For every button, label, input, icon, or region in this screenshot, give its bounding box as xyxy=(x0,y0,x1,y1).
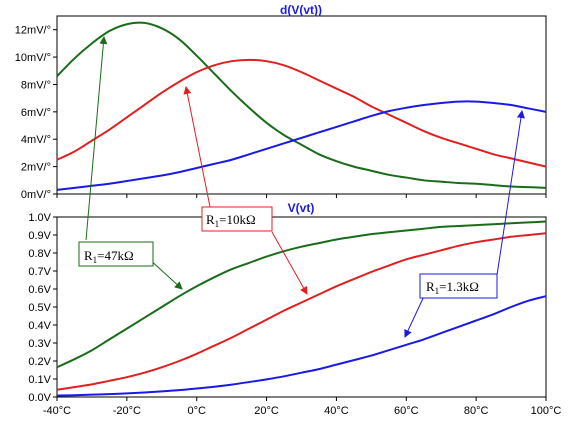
bottom-x-tick-label: -20°C xyxy=(113,405,141,417)
annotation-10k: R1=10kΩ xyxy=(183,86,308,295)
annotation-10k-box xyxy=(201,206,273,232)
bottom-x-tick-label: -40°C xyxy=(43,405,71,417)
bottom-y-tick-label: 0.3V xyxy=(28,338,51,350)
bottom-x-tick-label: 80°C xyxy=(464,405,489,417)
annotation-1.3k-label: R1=1.3kΩ xyxy=(426,279,479,296)
bottom-x-tick-label: 60°C xyxy=(394,405,419,417)
annotation-1.3k-arrow-top xyxy=(496,110,525,276)
bottom-y-tick-label: 0.0V xyxy=(28,392,51,404)
bottom-series-group xyxy=(56,220,547,397)
bottom-y-tick-label: 0.5V xyxy=(28,302,51,314)
top-y-tick-label: 6mV/° xyxy=(21,107,51,119)
bottom-series-line-1 xyxy=(56,220,547,369)
bottom-x-tick-label: 100°C xyxy=(531,405,562,417)
top-panel-frame xyxy=(56,15,547,195)
bottom-y-tick-label: 0.6V xyxy=(28,284,51,296)
bottom-x-tick-label: 20°C xyxy=(254,405,279,417)
top-y-tick-label: 0mV/° xyxy=(21,189,51,201)
annotation-47k-box xyxy=(78,241,154,267)
annotation-47k-label: R1=47kΩ xyxy=(84,248,134,265)
bottom-x-ticks: -40°C -20°C 0°C 20°C 40°C 60°C 80°C 100°C xyxy=(43,405,562,417)
bottom-y-tick-label: 0.7V xyxy=(28,266,51,278)
annotation-47k: R1=47kΩ xyxy=(78,36,183,290)
bottom-x-tick-label: 0°C xyxy=(187,405,206,417)
annotation-47k-arrow-top xyxy=(85,36,108,241)
top-y-ticks: 0mV/° 2mV/° 4mV/° 6mV/° 8mV/° 10mV/° 12mV/° xyxy=(15,25,547,201)
top-y-tick-label: 8mV/° xyxy=(21,79,51,91)
annotation-1.3k-box xyxy=(419,273,498,299)
annotation-10k-arrow-bottom xyxy=(271,231,308,295)
top-y-tick-label: 4mV/° xyxy=(21,134,51,146)
bottom-y-tick-label: 1.0V xyxy=(28,212,51,224)
top-series-group xyxy=(56,21,547,191)
bottom-series-line-2 xyxy=(56,232,547,391)
bottom-y-tick-label: 0.4V xyxy=(28,320,51,332)
annotation-1.3k: R1=1.3kΩ xyxy=(404,110,525,338)
annotation-47k-arrow-bottom xyxy=(147,257,183,290)
bottom-panel-title: V(vt) xyxy=(288,201,315,215)
bottom-y-tick-label: 0.8V xyxy=(28,248,51,260)
bottom-y-tick-label: 0.2V xyxy=(28,356,51,368)
annotation-10k-arrow-top xyxy=(183,86,211,208)
top-y-tick-label: 10mV/° xyxy=(15,52,51,64)
top-panel-title: d(V(vt)) xyxy=(280,3,322,17)
bottom-series-line-3 xyxy=(56,295,547,397)
annotation-10k-label: R1=10kΩ xyxy=(206,212,256,229)
annotation-1.3k-arrow-bottom xyxy=(404,293,426,338)
top-y-tick-label: 2mV/° xyxy=(21,162,51,174)
bottom-y-ticks: 0.0V 0.1V 0.2V 0.3V 0.4V 0.5V 0.6V 0.7V 0.8V 0.9V… xyxy=(28,212,547,404)
bottom-x-tick-label: 40°C xyxy=(324,405,349,417)
top-series-line-2 xyxy=(56,58,547,168)
bottom-y-tick-label: 0.1V xyxy=(28,374,51,386)
top-y-tick-label: 12mV/° xyxy=(15,25,51,37)
top-series-line-1 xyxy=(56,21,547,189)
top-series-line-3 xyxy=(56,100,547,191)
bottom-y-tick-label: 0.9V xyxy=(28,230,51,242)
